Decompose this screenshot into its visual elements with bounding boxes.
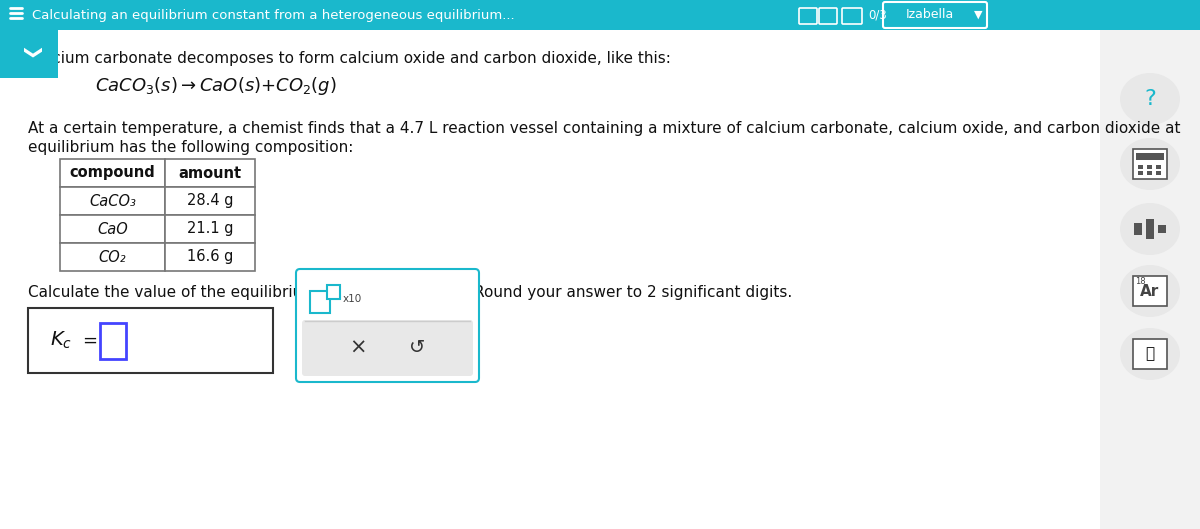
Text: Calculate the value of the equilibrium constant: Calculate the value of the equilibrium c… bbox=[28, 286, 394, 300]
FancyBboxPatch shape bbox=[166, 243, 256, 271]
FancyBboxPatch shape bbox=[60, 159, 166, 187]
Text: Calcium carbonate decomposes to form calcium oxide and carbon dioxide, like this: Calcium carbonate decomposes to form cal… bbox=[28, 51, 671, 66]
Text: compound: compound bbox=[70, 166, 155, 180]
Text: Ar: Ar bbox=[1140, 284, 1159, 298]
FancyBboxPatch shape bbox=[1133, 276, 1166, 306]
Bar bbox=[1147, 171, 1152, 175]
FancyBboxPatch shape bbox=[296, 269, 479, 382]
Text: At a certain temperature, a chemist finds that a 4.7 L reaction vessel containin: At a certain temperature, a chemist find… bbox=[28, 121, 1181, 136]
FancyBboxPatch shape bbox=[1133, 339, 1166, 369]
Bar bbox=[1136, 153, 1164, 160]
Text: equilibrium has the following composition:: equilibrium has the following compositio… bbox=[28, 140, 353, 155]
Bar bbox=[1138, 165, 1142, 169]
Bar bbox=[1156, 165, 1162, 169]
Text: 28.4 g: 28.4 g bbox=[187, 194, 233, 208]
Ellipse shape bbox=[1120, 265, 1180, 317]
Text: CaO: CaO bbox=[97, 222, 128, 236]
Text: $\mathit{CaCO_3(s){\rightarrow}CaO(s){+}CO_2(g)}$: $\mathit{CaCO_3(s){\rightarrow}CaO(s){+}… bbox=[95, 75, 337, 97]
FancyBboxPatch shape bbox=[100, 323, 126, 359]
Text: 16.6 g: 16.6 g bbox=[187, 250, 233, 264]
FancyBboxPatch shape bbox=[28, 308, 274, 373]
Bar bbox=[1138, 171, 1142, 175]
Text: $K_c$: $K_c$ bbox=[50, 330, 72, 351]
FancyBboxPatch shape bbox=[310, 291, 330, 313]
FancyBboxPatch shape bbox=[60, 215, 166, 243]
Ellipse shape bbox=[1120, 203, 1180, 255]
Bar bbox=[1156, 171, 1162, 175]
Text: 0/3: 0/3 bbox=[868, 8, 887, 22]
Text: ×: × bbox=[349, 338, 366, 358]
FancyBboxPatch shape bbox=[326, 285, 340, 299]
Text: amount: amount bbox=[179, 166, 241, 180]
Ellipse shape bbox=[1120, 138, 1180, 190]
Text: Calculating an equilibrium constant from a heterogeneous equilibrium...: Calculating an equilibrium constant from… bbox=[32, 8, 515, 22]
Text: ↺: ↺ bbox=[409, 339, 426, 358]
Text: 18: 18 bbox=[1135, 277, 1145, 286]
FancyBboxPatch shape bbox=[60, 243, 166, 271]
Bar bbox=[1147, 165, 1152, 169]
Bar bbox=[0, 0, 1200, 30]
Bar bbox=[0, 30, 58, 78]
FancyBboxPatch shape bbox=[1133, 149, 1166, 179]
Text: ?: ? bbox=[1144, 89, 1156, 109]
Text: x10: x10 bbox=[343, 294, 362, 304]
Text: 📖: 📖 bbox=[1146, 346, 1154, 361]
Text: ▼: ▼ bbox=[973, 10, 983, 20]
Text: 21.1 g: 21.1 g bbox=[187, 222, 233, 236]
Bar bbox=[1146, 219, 1154, 239]
Text: for this reaction. Round your answer to 2 significant digits.: for this reaction. Round your answer to … bbox=[338, 286, 793, 300]
FancyBboxPatch shape bbox=[302, 320, 473, 376]
Text: CaCO₃: CaCO₃ bbox=[89, 194, 136, 208]
Bar bbox=[1158, 225, 1166, 233]
Text: =: = bbox=[82, 332, 97, 350]
FancyBboxPatch shape bbox=[166, 159, 256, 187]
Text: Izabella: Izabella bbox=[906, 8, 954, 22]
Ellipse shape bbox=[1120, 73, 1180, 125]
FancyBboxPatch shape bbox=[60, 187, 166, 215]
Text: $K_c$: $K_c$ bbox=[318, 283, 337, 303]
FancyBboxPatch shape bbox=[166, 215, 256, 243]
Ellipse shape bbox=[1120, 328, 1180, 380]
Bar bbox=[1134, 223, 1142, 235]
FancyBboxPatch shape bbox=[166, 187, 256, 215]
Text: CO₂: CO₂ bbox=[98, 250, 126, 264]
Bar bbox=[1100, 30, 1200, 529]
Text: ❯: ❯ bbox=[20, 47, 38, 61]
